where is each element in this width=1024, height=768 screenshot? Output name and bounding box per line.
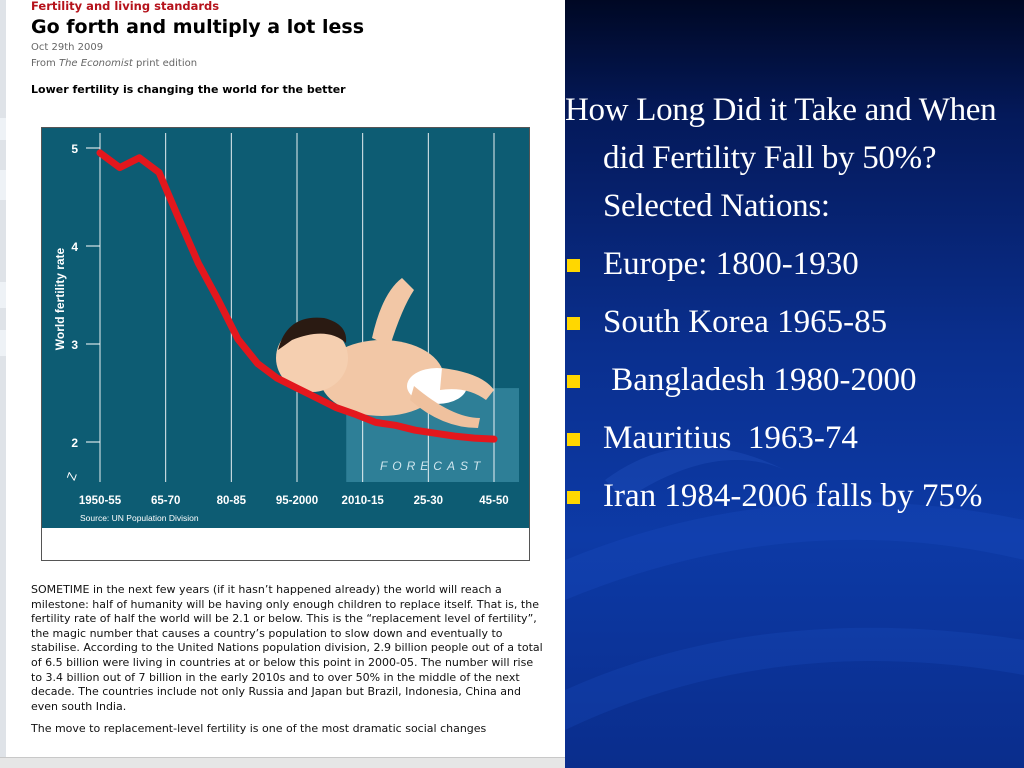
slide-bullet-text: Bangladesh 1980-2000 <box>603 362 917 398</box>
slide-bullet-text: South Korea 1965-85 <box>603 304 888 340</box>
article-panel: Fertility and living standards Go forth … <box>0 0 565 768</box>
article-headline: Go forth and multiply a lot less <box>31 16 365 38</box>
article-paragraph: The move to replacement-level fertility … <box>31 722 487 736</box>
slide-bullet-item: Europe: 1800-1930 <box>565 240 1020 288</box>
slide-bullet-text: Mauritius 1963-74 <box>603 420 858 456</box>
baby-head <box>276 324 348 392</box>
y-tick-label: 4 <box>71 240 78 254</box>
slide-bullet-item: South Korea 1965-85 <box>565 298 1020 346</box>
chart-svg: 5 4 3 2 Z World fertility rate FORECAST 1950-55… <box>42 128 529 528</box>
slide-bullet-text: Europe: 1800-1930 <box>603 246 859 282</box>
slide-bullet-item: Bangladesh 1980-2000 <box>565 356 1020 404</box>
baby-leg <box>410 386 480 428</box>
y-tick-label: 5 <box>71 142 78 156</box>
forecast-label: FORECAST <box>380 459 485 473</box>
slide-bullet-text: Iran 1984-2006 falls by 75% <box>603 478 983 514</box>
article-date: Oct 29th 2009 <box>31 42 104 53</box>
x-tick-label: 95-2000 <box>276 495 318 507</box>
slide-bullet-item: Iran 1984-2006 falls by 75% <box>565 472 1020 520</box>
baby-arm <box>372 278 414 346</box>
browser-status-bar <box>0 757 565 768</box>
article-paragraph: SOMETIME in the next few years (if it ha… <box>31 583 543 713</box>
axis-break-icon: Z <box>64 470 80 482</box>
slide-title: How Long Did it Take and When did Fertil… <box>565 92 997 224</box>
x-tick-label: 65-70 <box>151 495 180 507</box>
square-bullet-icon <box>567 375 580 388</box>
baby-hair <box>278 317 347 350</box>
chart-source: Source: UN Population Division <box>80 513 199 523</box>
fertility-chart: 5 4 3 2 Z World fertility rate FORECAST 1950-55… <box>41 127 530 561</box>
source-prefix: From <box>31 58 59 69</box>
x-tick-label: 25-30 <box>414 495 443 507</box>
browser-side-strip <box>0 0 6 768</box>
baby-leg <box>440 368 494 400</box>
article-deck: Lower fertility is changing the world fo… <box>31 83 346 96</box>
source-suffix: print edition <box>132 58 198 69</box>
y-axis-label: World fertility rate <box>53 247 67 350</box>
slide-content: How Long Did it Take and When did Fertil… <box>565 86 1020 530</box>
y-tick-label: 2 <box>71 436 78 450</box>
slide-bullet-list: Europe: 1800-1930 South Korea 1965-85 Ba… <box>565 240 1020 520</box>
x-tick-label: 80-85 <box>217 495 247 507</box>
square-bullet-icon <box>567 259 580 272</box>
slide-panel: How Long Did it Take and When did Fertil… <box>565 0 1024 768</box>
slide-background-swooshes <box>565 447 1024 730</box>
source-publication: The Economist <box>58 58 133 69</box>
square-bullet-icon <box>567 491 580 504</box>
x-tick-label: 2010-15 <box>342 495 385 507</box>
x-tick-label: 45-50 <box>479 495 508 507</box>
article-source: From The Economist print edition <box>31 58 197 69</box>
y-tick-label: 3 <box>71 338 78 352</box>
square-bullet-icon <box>567 317 580 330</box>
square-bullet-icon <box>567 433 580 446</box>
slide-bullet-item: Mauritius 1963-74 <box>565 414 1020 462</box>
article-kicker: Fertility and living standards <box>31 0 220 13</box>
x-tick-label: 1950-55 <box>79 495 122 507</box>
article-body: SOMETIME in the next few years (if it ha… <box>31 583 543 745</box>
fertility-line <box>96 149 498 443</box>
